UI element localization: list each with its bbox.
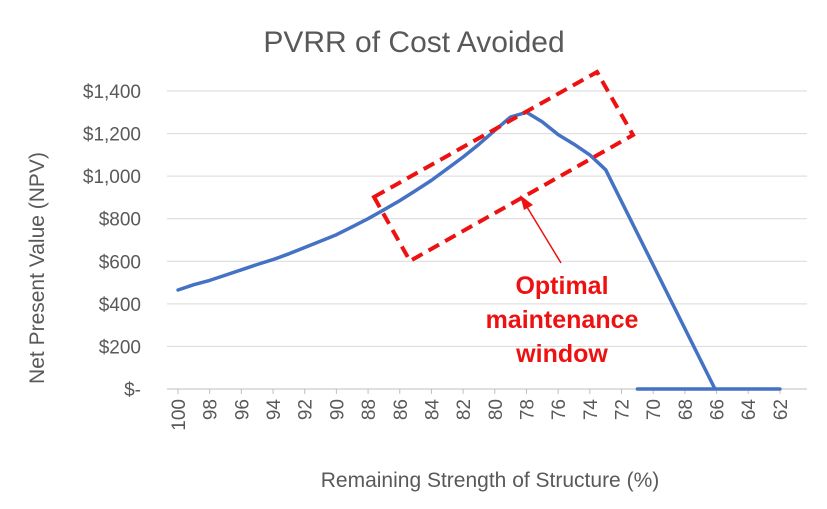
y-tick-labels: $- $200 $400 $600 $800 $1,000 $1,200 $1,400 (83, 82, 141, 401)
y-tick-label: $- (124, 380, 141, 401)
x-tick-label: 66 (708, 399, 729, 420)
x-tick-label: 80 (486, 399, 507, 420)
annotation-line-1: Optimal (515, 272, 608, 300)
x-tick-label: 94 (264, 399, 285, 421)
y-tick-label: $1,000 (83, 167, 141, 188)
x-tick-label: 88 (359, 399, 380, 420)
annotation-line-2: maintenance (486, 306, 639, 334)
x-tick-label: 72 (613, 399, 634, 420)
y-tick-label: $1,400 (83, 82, 141, 103)
y-tick-label: $1,200 (83, 125, 141, 146)
annotation-line-3: window (515, 340, 608, 368)
y-tick-label: $800 (99, 210, 141, 231)
y-axis-label: Net Present Value (NPV) (26, 152, 49, 384)
x-tick-label: 74 (581, 399, 602, 421)
x-tick-label: 78 (517, 399, 538, 420)
x-tick-labels: 100 98 96 94 92 90 88 86 84 82 80 78 76 74 72 70 68 66 64 6… (169, 389, 792, 431)
y-tick-label: $600 (99, 252, 141, 273)
x-tick-label: 86 (391, 399, 412, 420)
x-tick-label: 100 (169, 399, 190, 431)
x-axis-label: Remaining Strength of Structure (%) (321, 469, 659, 492)
y-tick-label: $200 (99, 337, 141, 358)
x-tick-label: 70 (644, 399, 665, 420)
x-tick-label: 90 (327, 399, 348, 420)
x-tick-label: 98 (201, 399, 222, 420)
x-tick-label: 84 (422, 399, 443, 421)
x-tick-label: 96 (232, 399, 253, 420)
x-tick-label: 62 (771, 399, 792, 420)
y-tick-label: $400 (99, 295, 141, 316)
x-tick-label: 76 (549, 399, 570, 420)
x-tick-label: 68 (676, 399, 697, 420)
series-layer (176, 110, 782, 391)
x-tick-label: 64 (739, 399, 760, 421)
annotation-arrow-head (520, 195, 533, 210)
annotation-arrow-line (526, 206, 562, 264)
chart-title: PVRR of Cost Avoided (263, 26, 564, 59)
x-tick-label: 92 (296, 399, 317, 420)
series-line (176, 110, 782, 391)
optimal-window-highlight-box (371, 69, 636, 264)
x-tick-label: 82 (454, 399, 475, 420)
